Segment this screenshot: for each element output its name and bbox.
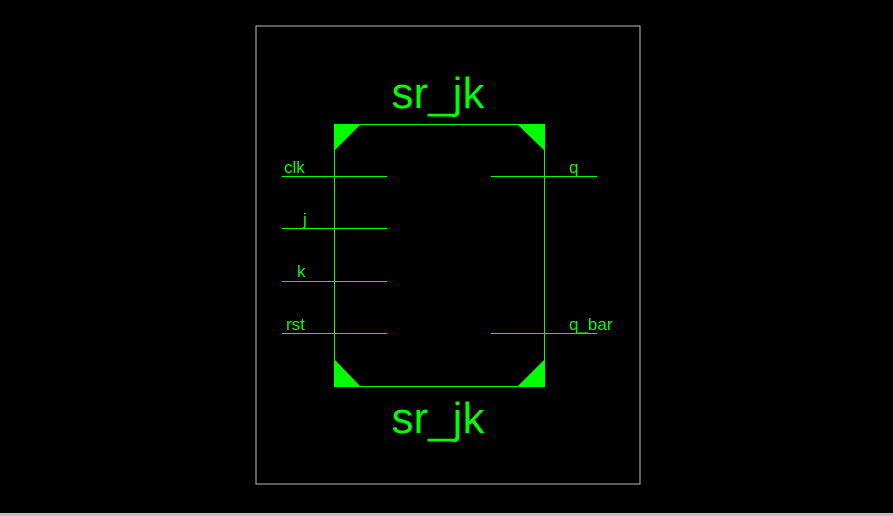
symbol-body[interactable] xyxy=(334,124,545,387)
symbol-title-bottom: sr_jk xyxy=(392,394,486,443)
pin-j[interactable]: j xyxy=(282,210,387,229)
sheet-frame xyxy=(255,25,641,485)
pin-label-clk: clk xyxy=(284,158,305,177)
pin-rst[interactable]: rst xyxy=(282,315,387,334)
pin-k[interactable]: k xyxy=(282,262,387,282)
corner-marker-top-left xyxy=(334,124,361,151)
pin-label-q-bar: q_bar xyxy=(569,315,613,334)
pin-q[interactable]: q xyxy=(491,158,597,177)
pin-label-k: k xyxy=(297,262,306,281)
corner-marker-bottom-left xyxy=(334,359,361,387)
pin-label-q: q xyxy=(569,158,578,177)
component-symbol[interactable]: sr_jk clk j k rst q q_b xyxy=(282,69,613,443)
corner-marker-bottom-right xyxy=(517,359,545,387)
pin-clk[interactable]: clk xyxy=(282,158,387,177)
symbol-title-top: sr_jk xyxy=(392,69,486,118)
corner-marker-top-right xyxy=(517,124,545,151)
window-bottom-edge xyxy=(0,513,893,516)
pin-label-rst: rst xyxy=(286,315,305,334)
pin-label-j: j xyxy=(302,210,307,229)
pin-q-bar[interactable]: q_bar xyxy=(491,315,613,334)
